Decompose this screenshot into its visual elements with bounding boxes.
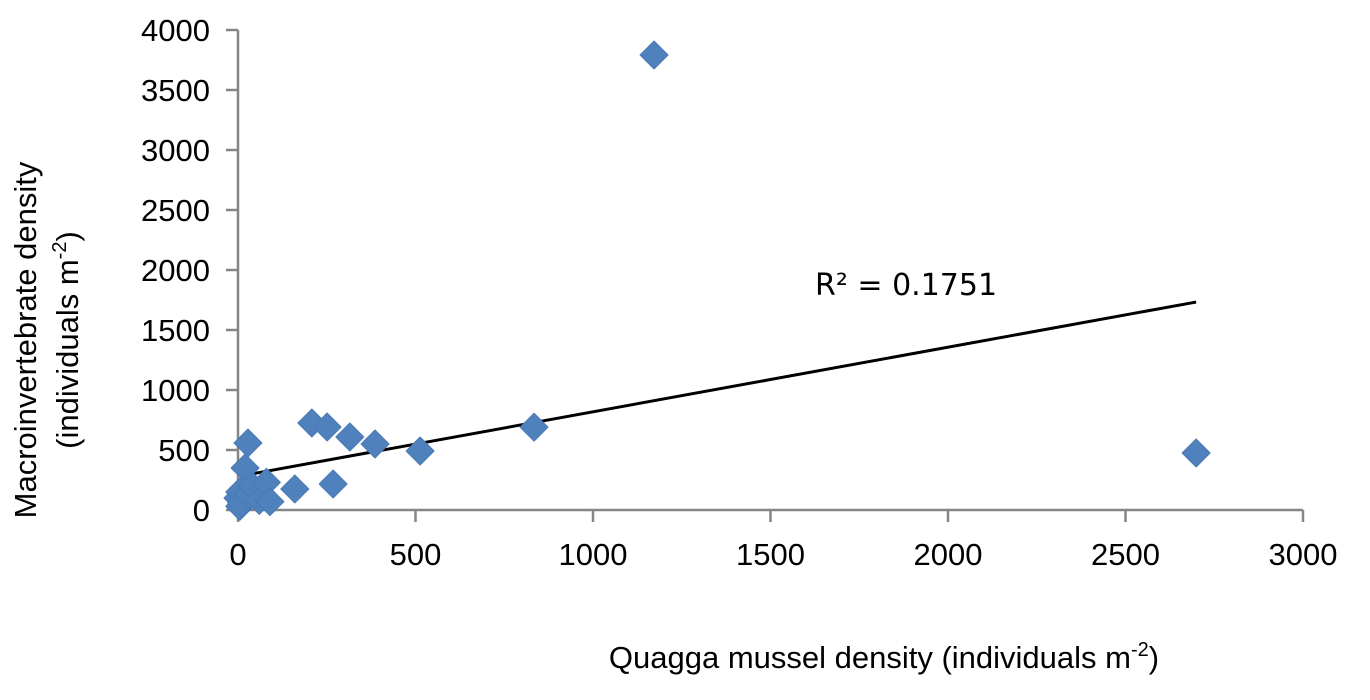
x-tick-label: 0 <box>229 537 246 572</box>
y-tick-label: 2000 <box>141 253 210 288</box>
r-squared-label: R² = 0.1751 <box>815 268 997 303</box>
trendline <box>239 300 1197 478</box>
x-tick-label: 2500 <box>1091 537 1160 572</box>
y-tick-label: 3500 <box>141 73 210 108</box>
data-point <box>519 412 549 442</box>
data-point <box>233 428 263 458</box>
y-tick-label: 4000 <box>141 13 210 48</box>
x-tick-label: 3000 <box>1269 537 1338 572</box>
x-tick-label: 500 <box>390 537 442 572</box>
data-point <box>639 40 669 70</box>
data-point <box>280 474 310 504</box>
data-point <box>312 412 342 442</box>
data-point <box>405 436 435 466</box>
x-tick-label: 1500 <box>736 537 805 572</box>
data-point <box>318 469 348 499</box>
data-point <box>360 429 390 459</box>
y-axis-title-units: (individuals m-2) <box>49 231 85 449</box>
data-point <box>1181 438 1211 468</box>
y-axis-title: Macroinvertebrate density <box>8 161 43 518</box>
x-tick-label: 2000 <box>914 537 983 572</box>
annotations: R² = 0.1751 <box>815 268 997 303</box>
y-tick-label: 1000 <box>141 373 210 408</box>
data-points <box>223 40 1211 521</box>
y-tick-label: 2500 <box>141 193 210 228</box>
x-axis: 0 500 1000 1500 2000 2500 3000 <box>229 508 1338 572</box>
y-axis: 0 500 1000 1500 2000 2500 3000 3500 4000 <box>141 13 240 528</box>
y-tick-label: 500 <box>158 433 210 468</box>
data-point <box>335 422 365 452</box>
x-axis-title: Quagga mussel density (individuals m-2) <box>609 639 1159 675</box>
x-tick-label: 1000 <box>559 537 628 572</box>
y-tick-label: 1500 <box>141 313 210 348</box>
y-tick-label: 0 <box>193 493 210 528</box>
data-point <box>255 487 285 517</box>
y-tick-label: 3000 <box>141 133 210 168</box>
